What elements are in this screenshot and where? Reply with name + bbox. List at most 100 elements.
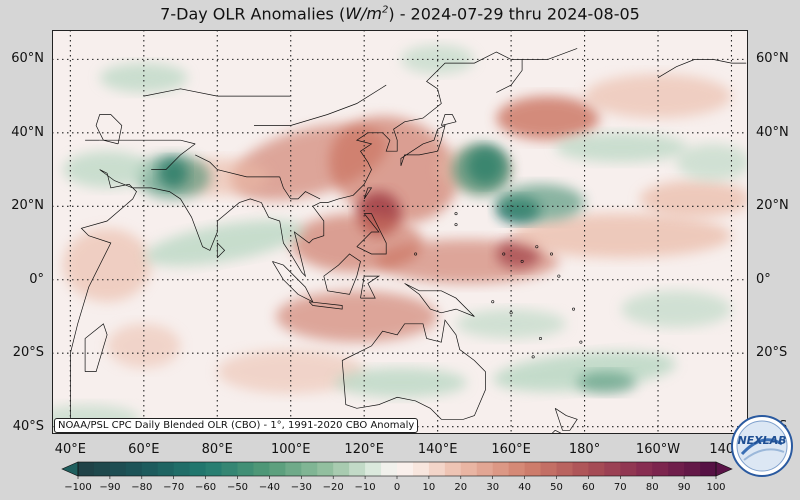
colorbar-cell xyxy=(556,462,573,476)
nexlab-logo[interactable]: NEXLAB xyxy=(730,414,794,478)
lat-label: 60°N xyxy=(11,51,44,67)
anomaly-blob xyxy=(63,228,152,302)
title-text: 7-Day OLR Anomalies xyxy=(160,4,334,24)
anomaly-blob xyxy=(276,290,438,343)
coastline xyxy=(440,114,457,126)
colorbar-cell xyxy=(301,462,318,476)
lat-label: 0° xyxy=(756,271,771,287)
lat-label: 0° xyxy=(29,271,44,287)
colorbar-cell xyxy=(588,462,605,476)
lat-label: 40°N xyxy=(11,124,44,140)
lat-label: 20°N xyxy=(756,198,789,214)
colorbar-cell xyxy=(365,462,382,476)
colorbar-cell xyxy=(476,462,494,476)
anomaly-blob xyxy=(334,367,468,398)
colorbar-tick-label: 0 xyxy=(394,482,400,493)
coastlines xyxy=(70,48,747,434)
olr-anomaly-map xyxy=(52,30,748,434)
anomaly-blob xyxy=(496,184,585,221)
lat-label: 60°N xyxy=(756,51,789,67)
colorbar-cell xyxy=(492,462,510,476)
colorbar-cell xyxy=(620,462,637,476)
colorbar-tick-label: 20 xyxy=(454,482,467,493)
coastline xyxy=(363,187,373,200)
colorbar-cell xyxy=(173,462,191,476)
island xyxy=(579,340,583,344)
coastline xyxy=(356,213,387,255)
colorbar-tick-label: −100 xyxy=(64,482,91,493)
island xyxy=(414,252,418,256)
colorbar-cell xyxy=(349,462,366,476)
colorbar-tick-label: −90 xyxy=(99,482,120,493)
anomaly-blob xyxy=(511,213,732,258)
colorbar-cell xyxy=(684,462,701,476)
colorbar-cell xyxy=(125,462,143,476)
colorbar: −100 −90 −80 −70 −60 −50 −40 −30 −20 −10 0 10 20 30 40… xyxy=(61,461,733,493)
anomaly-blob xyxy=(99,63,188,93)
colorbar-cell xyxy=(540,462,557,476)
colorbar-cell xyxy=(205,462,222,476)
coastline xyxy=(341,319,486,420)
colorbar-max-arrow xyxy=(715,461,733,477)
lat-label: 40°N xyxy=(756,124,789,140)
coastline xyxy=(404,283,475,317)
colorbar-cell xyxy=(460,462,478,476)
colorbar-cell xyxy=(508,462,525,476)
anomaly-blob xyxy=(452,143,512,196)
island xyxy=(531,355,535,359)
coastline xyxy=(95,114,123,145)
colorbar-tick-label: 90 xyxy=(678,482,691,493)
colorbar-tick-label: 30 xyxy=(486,482,499,493)
lon-label: 180° xyxy=(568,442,601,457)
colorbar-tick-label: 80 xyxy=(646,482,659,493)
colorbar-cell xyxy=(412,462,430,476)
logo-text: NEXLAB xyxy=(737,434,786,447)
colorbar-cell xyxy=(572,462,589,476)
island xyxy=(557,274,561,278)
colorbar-tick-label: −40 xyxy=(259,482,280,493)
anomaly-blob xyxy=(676,143,748,181)
island xyxy=(454,223,458,227)
colorbar-tick-label: −80 xyxy=(131,482,152,493)
coastline xyxy=(496,59,523,93)
colorbar-tick-label: −30 xyxy=(291,482,312,493)
colorbar-cell xyxy=(381,462,398,476)
lon-label: 60°E xyxy=(128,442,160,457)
island xyxy=(509,311,513,315)
colorbar-cell xyxy=(269,462,286,476)
colorbar-tick-label: −60 xyxy=(195,482,216,493)
colorbar-tick-label: −20 xyxy=(323,482,344,493)
source-note: NOAA/PSL CPC Daily Blended OLR (CBO) - 1… xyxy=(54,418,419,433)
coastline xyxy=(279,176,291,200)
colorbar-cell xyxy=(109,462,127,476)
anomaly-blob xyxy=(496,96,600,141)
lat-label: 20°S xyxy=(756,345,788,361)
anomaly-blob xyxy=(63,151,152,188)
island xyxy=(550,252,554,256)
colorbar-cell xyxy=(444,462,462,476)
colorbar-cell xyxy=(604,462,621,476)
colorbar-tick-label: 60 xyxy=(582,482,595,493)
lon-label: 80°E xyxy=(201,442,233,457)
anomaly-blob xyxy=(144,220,305,266)
colorbar-cell xyxy=(668,462,685,476)
lat-label: 20°N xyxy=(11,198,44,214)
coastline xyxy=(70,48,578,427)
colorbar-tick-label: 100 xyxy=(706,482,725,493)
colorbar-min-arrow xyxy=(61,461,79,477)
lat-label: 20°S xyxy=(12,345,44,361)
colorbar-cell xyxy=(428,462,446,476)
coastline xyxy=(554,408,578,431)
anomaly-blob xyxy=(621,290,732,328)
colorbar-tick-label: −50 xyxy=(227,482,248,493)
coastline xyxy=(308,301,343,310)
colorbar-cell xyxy=(221,462,238,476)
map-title: 7-Day OLR Anomalies (W/m2) - 2024-07-29 … xyxy=(160,4,640,24)
lon-label: 160°W xyxy=(635,442,681,457)
lat-label: 40°S xyxy=(12,418,44,434)
colorbar-cell xyxy=(524,462,541,476)
lon-label: 40°E xyxy=(54,442,86,457)
coastline xyxy=(254,84,387,126)
anomaly-blob xyxy=(456,309,567,339)
coastline xyxy=(151,143,196,170)
